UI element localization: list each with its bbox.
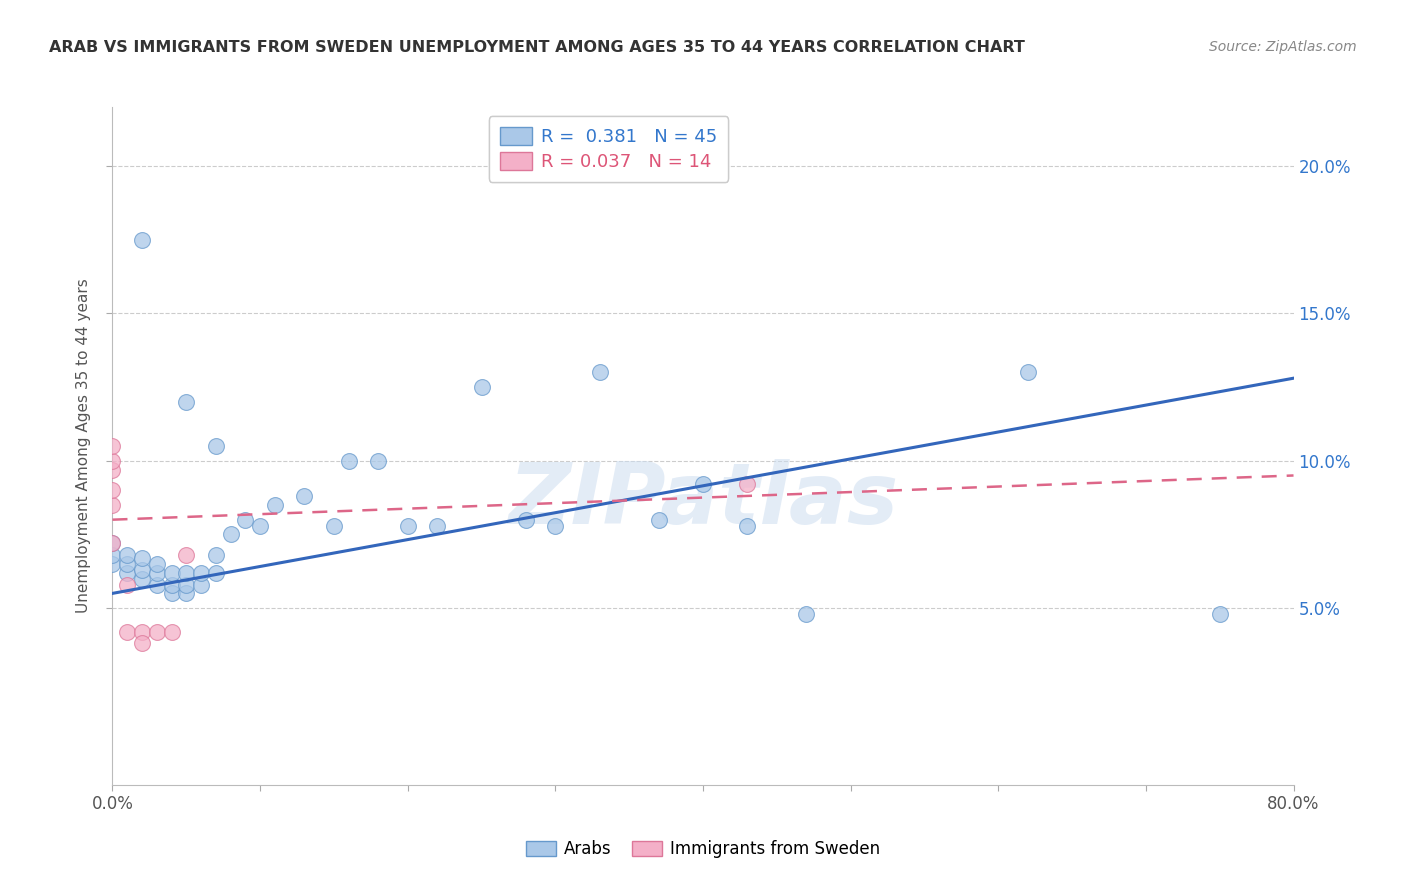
Point: [174, 548, 197, 562]
Point: [117, 624, 138, 639]
Point: [131, 572, 153, 586]
Point: [160, 586, 183, 600]
Point: [190, 577, 212, 591]
Point: [249, 518, 271, 533]
Point: [117, 577, 138, 591]
Point: [737, 477, 759, 491]
Text: ZIPatlas: ZIPatlas: [508, 458, 898, 541]
Point: [1017, 365, 1039, 379]
Point: [205, 439, 228, 453]
Point: [101, 483, 124, 498]
Point: [160, 577, 183, 591]
Point: [101, 498, 124, 512]
Point: [146, 624, 169, 639]
Point: [101, 536, 124, 550]
Point: [796, 607, 818, 621]
Point: [367, 454, 389, 468]
Point: [174, 566, 197, 580]
Point: [146, 566, 169, 580]
Y-axis label: Unemployment Among Ages 35 to 44 years: Unemployment Among Ages 35 to 44 years: [76, 278, 91, 614]
Text: ARAB VS IMMIGRANTS FROM SWEDEN UNEMPLOYMENT AMONG AGES 35 TO 44 YEARS CORRELATIO: ARAB VS IMMIGRANTS FROM SWEDEN UNEMPLOYM…: [49, 40, 1025, 55]
Point: [117, 557, 138, 571]
Point: [323, 518, 346, 533]
Point: [264, 498, 287, 512]
Point: [219, 527, 242, 541]
Point: [131, 551, 153, 566]
Point: [233, 513, 256, 527]
Point: [146, 557, 169, 571]
Point: [160, 624, 183, 639]
Point: [737, 518, 759, 533]
Point: [692, 477, 714, 491]
Point: [101, 462, 124, 476]
Point: [101, 439, 124, 453]
Point: [396, 518, 419, 533]
Text: Source: ZipAtlas.com: Source: ZipAtlas.com: [1209, 40, 1357, 54]
Point: [131, 563, 153, 577]
Point: [190, 566, 212, 580]
Point: [588, 365, 610, 379]
Point: [101, 548, 124, 562]
Point: [117, 548, 138, 562]
Point: [470, 380, 494, 394]
Point: [174, 394, 197, 409]
Point: [101, 454, 124, 468]
Point: [205, 566, 228, 580]
Point: [117, 566, 138, 580]
Legend: Arabs, Immigrants from Sweden: Arabs, Immigrants from Sweden: [519, 833, 887, 864]
Point: [131, 233, 153, 247]
Point: [146, 577, 169, 591]
Point: [1208, 607, 1232, 621]
Point: [174, 577, 197, 591]
Point: [160, 566, 183, 580]
Point: [174, 586, 197, 600]
Point: [337, 454, 360, 468]
Point: [131, 624, 153, 639]
Point: [544, 518, 567, 533]
Point: [131, 636, 153, 650]
Point: [647, 513, 671, 527]
Point: [292, 489, 315, 503]
Point: [205, 548, 228, 562]
Point: [101, 536, 124, 550]
Point: [101, 557, 124, 571]
Point: [515, 513, 537, 527]
Point: [426, 518, 449, 533]
